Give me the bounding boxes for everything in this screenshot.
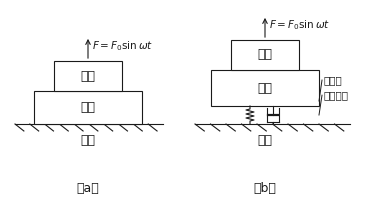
Bar (34, 91, 142, 124)
Text: $F=F_0\sin\omega t$: $F=F_0\sin\omega t$ (92, 39, 153, 53)
Text: 地面: 地面 (80, 134, 96, 147)
Bar (211, 70, 319, 106)
Text: 基座: 基座 (80, 101, 96, 114)
Bar (231, 40, 299, 70)
Text: 弹性元件: 弹性元件 (323, 90, 348, 100)
Text: 粘性阻: 粘性阻 (323, 75, 342, 85)
Text: 地面: 地面 (258, 134, 273, 147)
Text: （a）: （a） (77, 182, 99, 194)
Text: 设备: 设备 (258, 48, 273, 62)
Text: （b）: （b） (253, 182, 276, 194)
Bar (54, 61, 122, 91)
Text: 基座: 基座 (258, 82, 273, 95)
Text: $F=F_0\sin\omega t$: $F=F_0\sin\omega t$ (269, 18, 330, 32)
Text: 设备: 设备 (80, 70, 96, 82)
